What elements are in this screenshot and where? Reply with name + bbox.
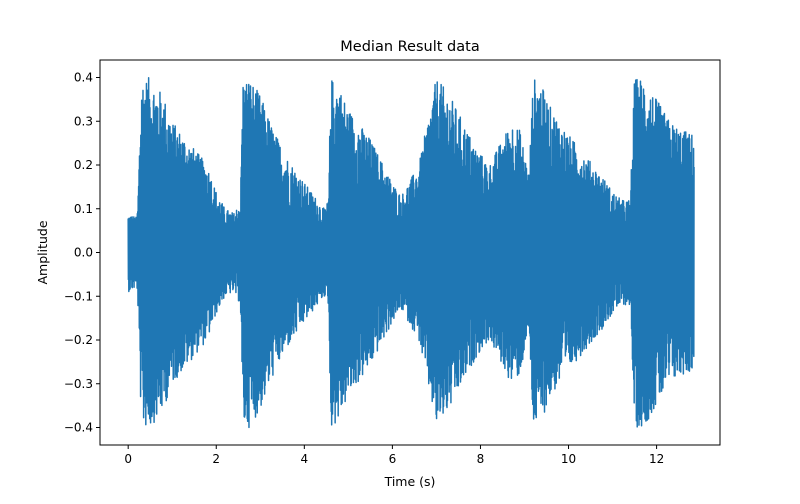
y-tick-label: 0.4 [74, 71, 93, 85]
y-tick-label: −0.3 [64, 377, 93, 391]
plot-area [127, 77, 695, 429]
y-tick-label: −0.1 [64, 289, 93, 303]
y-tick-label: 0.3 [74, 114, 93, 128]
series-line-0 [127, 77, 695, 429]
x-tick-label: 0 [124, 452, 132, 466]
x-axis-label: Time (s) [384, 474, 436, 489]
x-tick-label: 10 [561, 452, 576, 466]
y-tick-label: −0.4 [64, 421, 93, 435]
x-tick-label: 2 [212, 452, 220, 466]
x-tick-label: 8 [477, 452, 485, 466]
y-tick-label: 0.2 [74, 158, 93, 172]
x-tick-label: 12 [649, 452, 664, 466]
x-axis: 0 2 4 6 8 10 12 [124, 445, 664, 466]
y-axis-label: Amplitude [35, 220, 50, 284]
chart-title: Median Result data [340, 39, 479, 55]
x-tick-label: 6 [389, 452, 397, 466]
y-tick-label: 0.1 [74, 202, 93, 216]
y-tick-label: −0.2 [64, 333, 93, 347]
y-axis: −0.4 −0.3 −0.2 −0.1 0.0 0.1 0.2 0.3 0.4 [64, 71, 100, 435]
x-tick-label: 4 [300, 452, 308, 466]
y-tick-label: 0.0 [74, 246, 93, 260]
